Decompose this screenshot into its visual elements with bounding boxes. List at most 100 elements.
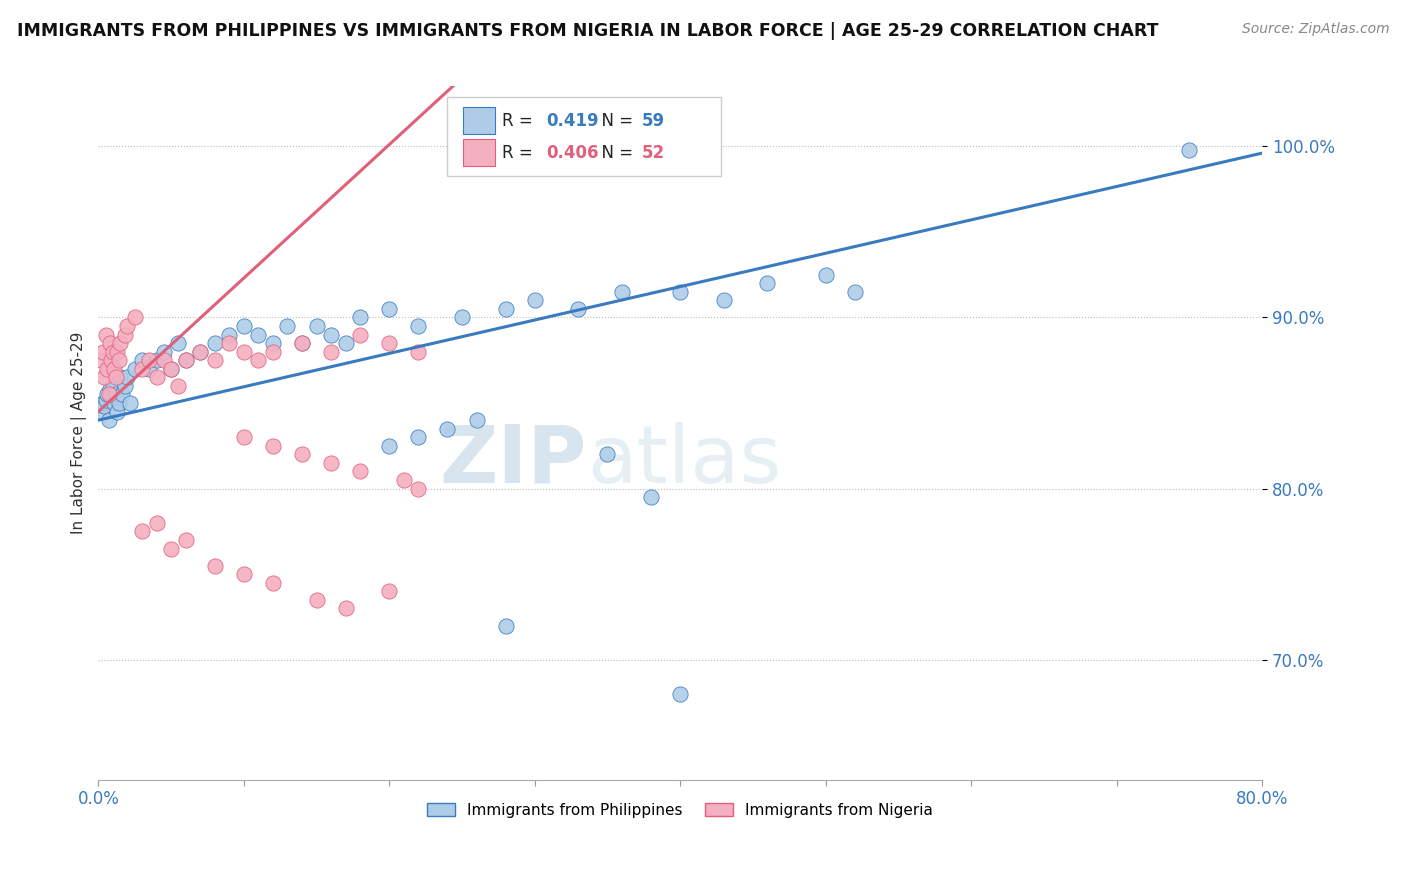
Point — [291, 336, 314, 351]
Point — [319, 456, 342, 470]
Point — [291, 447, 314, 461]
Point — [103, 396, 125, 410]
Point — [408, 344, 430, 359]
Point — [145, 516, 167, 530]
Text: IMMIGRANTS FROM PHILIPPINES VS IMMIGRANTS FROM NIGERIA IN LABOR FORCE | AGE 25-2: IMMIGRANTS FROM PHILIPPINES VS IMMIGRANT… — [17, 22, 1159, 40]
Point — [378, 336, 401, 351]
Point — [111, 387, 134, 401]
Point — [103, 361, 125, 376]
Point — [436, 422, 458, 436]
Point — [94, 392, 117, 407]
Point — [90, 404, 112, 418]
Point — [120, 396, 142, 410]
Point — [1178, 143, 1201, 157]
Text: R =: R = — [502, 144, 538, 161]
Point — [188, 344, 211, 359]
Point — [145, 370, 167, 384]
Point — [107, 353, 129, 368]
Point — [262, 575, 284, 590]
Point — [262, 336, 284, 351]
Point — [138, 361, 160, 376]
Text: R =: R = — [502, 112, 538, 129]
Point — [276, 318, 298, 333]
Point — [94, 327, 117, 342]
Point — [349, 327, 371, 342]
Point — [98, 382, 121, 396]
Point — [105, 404, 128, 418]
Point — [392, 473, 415, 487]
Point — [523, 293, 546, 308]
Point — [160, 361, 183, 376]
Text: N =: N = — [591, 112, 638, 129]
Point — [124, 310, 146, 325]
Point — [174, 533, 197, 547]
Point — [131, 361, 153, 376]
Point — [232, 318, 254, 333]
Point — [232, 567, 254, 582]
Point — [101, 379, 124, 393]
Point — [349, 465, 371, 479]
Text: 0.406: 0.406 — [547, 144, 599, 161]
Legend: Immigrants from Philippines, Immigrants from Nigeria: Immigrants from Philippines, Immigrants … — [422, 797, 939, 824]
Point — [90, 353, 112, 368]
Text: 59: 59 — [641, 112, 665, 129]
Text: 52: 52 — [641, 144, 665, 161]
Point — [153, 344, 176, 359]
Point — [378, 439, 401, 453]
Point — [610, 285, 633, 299]
Point — [108, 336, 131, 351]
Point — [305, 593, 328, 607]
Point — [167, 379, 190, 393]
Point — [204, 558, 226, 573]
Point — [262, 439, 284, 453]
Point — [319, 344, 342, 359]
FancyBboxPatch shape — [463, 107, 495, 134]
Point — [174, 353, 197, 368]
Point — [378, 584, 401, 599]
Point — [153, 353, 176, 368]
Point — [319, 327, 342, 342]
Point — [96, 387, 118, 401]
Point — [131, 524, 153, 539]
Point — [232, 344, 254, 359]
Point — [204, 336, 226, 351]
Point — [98, 336, 121, 351]
Point — [96, 361, 118, 376]
Point — [93, 400, 115, 414]
Point — [188, 344, 211, 359]
Point — [108, 370, 131, 384]
Text: Source: ZipAtlas.com: Source: ZipAtlas.com — [1241, 22, 1389, 37]
Point — [160, 361, 183, 376]
Point — [97, 387, 120, 401]
Y-axis label: In Labor Force | Age 25-29: In Labor Force | Age 25-29 — [72, 332, 87, 534]
Point — [117, 370, 139, 384]
Point — [204, 353, 226, 368]
Point — [291, 336, 314, 351]
Point — [93, 370, 115, 384]
Point — [335, 601, 357, 615]
Point — [167, 336, 190, 351]
Point — [247, 327, 270, 342]
Point — [160, 541, 183, 556]
FancyBboxPatch shape — [447, 96, 721, 177]
Point — [104, 387, 127, 401]
Text: 0.419: 0.419 — [547, 112, 599, 129]
Point — [124, 361, 146, 376]
Point — [495, 618, 517, 632]
Point — [408, 430, 430, 444]
Point — [844, 285, 866, 299]
Point — [105, 344, 128, 359]
Point — [104, 370, 127, 384]
Point — [349, 310, 371, 325]
Point — [305, 318, 328, 333]
Point — [114, 327, 136, 342]
Point — [262, 344, 284, 359]
Point — [713, 293, 735, 308]
Point — [378, 301, 401, 316]
Point — [596, 447, 619, 461]
Point — [465, 413, 488, 427]
Point — [495, 301, 517, 316]
Text: ZIP: ZIP — [440, 422, 588, 500]
Point — [97, 413, 120, 427]
Text: atlas: atlas — [588, 422, 782, 500]
